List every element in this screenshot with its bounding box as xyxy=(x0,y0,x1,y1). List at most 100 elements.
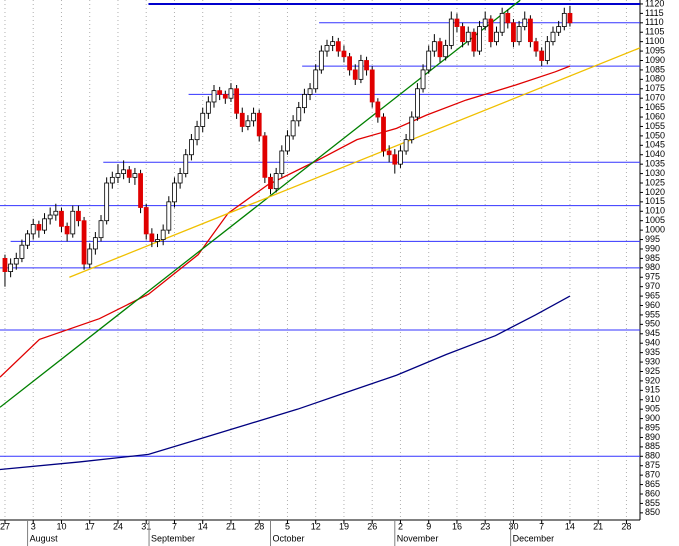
y-tick-label: 855 xyxy=(645,498,660,508)
y-tick-label: 1050 xyxy=(645,130,665,140)
y-tick-label: 960 xyxy=(645,300,660,310)
candle-body xyxy=(358,60,364,80)
indicator-line xyxy=(0,0,521,408)
candle-body xyxy=(92,237,98,250)
candle-body xyxy=(318,50,324,71)
candle-body xyxy=(59,210,64,227)
candle-body xyxy=(302,94,307,109)
candle-body xyxy=(533,41,539,52)
candle-body xyxy=(262,135,268,178)
candle-body xyxy=(488,18,494,43)
y-tick-label: 965 xyxy=(645,290,660,300)
x-tick-label: 30 xyxy=(508,521,518,531)
x-tick-label: 21 xyxy=(226,521,236,531)
candle-body xyxy=(126,169,132,178)
x-tick-label: 26 xyxy=(367,521,377,531)
candle-body xyxy=(268,176,273,190)
y-tick-label: 890 xyxy=(645,432,660,442)
candle-body xyxy=(460,26,465,43)
candle-body xyxy=(561,12,567,27)
x-tick-label: 10 xyxy=(56,521,66,531)
candle-body xyxy=(544,41,550,61)
y-tick-label: 875 xyxy=(645,460,660,470)
candle-body xyxy=(234,88,240,114)
candle-body xyxy=(121,169,127,174)
y-tick-label: 955 xyxy=(645,309,660,319)
x-tick-label: 31 xyxy=(141,521,151,531)
candle-body xyxy=(437,41,443,58)
month-label: September xyxy=(151,533,195,543)
candle-body xyxy=(42,218,47,231)
y-tick-label: 1045 xyxy=(645,140,665,150)
candle-body xyxy=(431,41,437,52)
candle-body xyxy=(471,31,477,52)
candle-body xyxy=(550,31,556,43)
candle-body xyxy=(273,173,279,190)
y-tick-label: 880 xyxy=(645,451,660,461)
candle-body xyxy=(477,26,482,52)
x-tick-label: 5 xyxy=(285,521,290,531)
candle-body xyxy=(279,150,285,174)
y-tick-label: 1035 xyxy=(645,159,665,169)
candle-body xyxy=(556,26,562,33)
candle-body xyxy=(81,220,87,265)
y-tick-label: 1040 xyxy=(645,149,665,159)
y-tick-label: 1060 xyxy=(645,111,665,121)
candle-body xyxy=(251,112,256,122)
candle-body xyxy=(25,233,30,246)
candle-body xyxy=(420,69,426,90)
candle-body xyxy=(567,12,573,24)
candle-body xyxy=(403,139,409,152)
candle-body xyxy=(155,239,160,242)
candle-body xyxy=(527,18,533,43)
y-tick-label: 1065 xyxy=(645,102,665,112)
candle-body xyxy=(143,207,149,235)
y-tick-label: 935 xyxy=(645,347,660,357)
y-tick-label: 1020 xyxy=(645,187,665,197)
candle-body xyxy=(398,150,403,165)
x-tick-label: 23 xyxy=(480,521,490,531)
candle-body xyxy=(516,26,522,43)
y-tick-label: 925 xyxy=(645,366,660,376)
candle-body xyxy=(352,69,358,80)
x-tick-label: 17 xyxy=(85,521,95,531)
y-tick-label: 930 xyxy=(645,356,660,366)
y-tick-label: 1095 xyxy=(645,45,665,55)
y-tick-label: 980 xyxy=(645,262,660,272)
x-tick-label: 24 xyxy=(113,521,123,531)
y-tick-label: 900 xyxy=(645,413,660,423)
candle-body xyxy=(347,56,353,71)
y-tick-label: 870 xyxy=(645,470,660,480)
candle-body xyxy=(228,88,234,99)
candle-body xyxy=(211,90,217,103)
candle-body xyxy=(183,154,189,174)
y-tick-label: 1030 xyxy=(645,168,665,178)
y-tick-label: 915 xyxy=(645,385,660,395)
y-tick-label: 1055 xyxy=(645,121,665,131)
candle-body xyxy=(8,263,14,272)
candle-body xyxy=(335,41,341,52)
x-tick-label: 16 xyxy=(452,521,462,531)
y-tick-label: 1090 xyxy=(645,55,665,65)
month-label: October xyxy=(273,533,305,543)
y-tick-label: 860 xyxy=(645,488,660,498)
x-tick-label: 28 xyxy=(621,521,631,531)
candle-body xyxy=(177,173,183,184)
candle-body xyxy=(386,150,392,156)
candle-body xyxy=(87,248,93,265)
candle-body xyxy=(482,18,488,27)
candle-body xyxy=(364,60,369,71)
y-tick-label: 910 xyxy=(645,394,660,404)
candle-body xyxy=(13,257,19,265)
y-tick-label: 1105 xyxy=(645,27,664,37)
candle-body xyxy=(313,69,319,90)
candle-body xyxy=(53,210,59,216)
candle-body xyxy=(426,50,432,71)
y-tick-label: 1080 xyxy=(645,74,665,84)
y-tick-label: 1075 xyxy=(645,83,665,93)
candle-body xyxy=(494,31,499,43)
y-tick-label: 865 xyxy=(645,479,660,489)
candle-body xyxy=(239,112,245,127)
